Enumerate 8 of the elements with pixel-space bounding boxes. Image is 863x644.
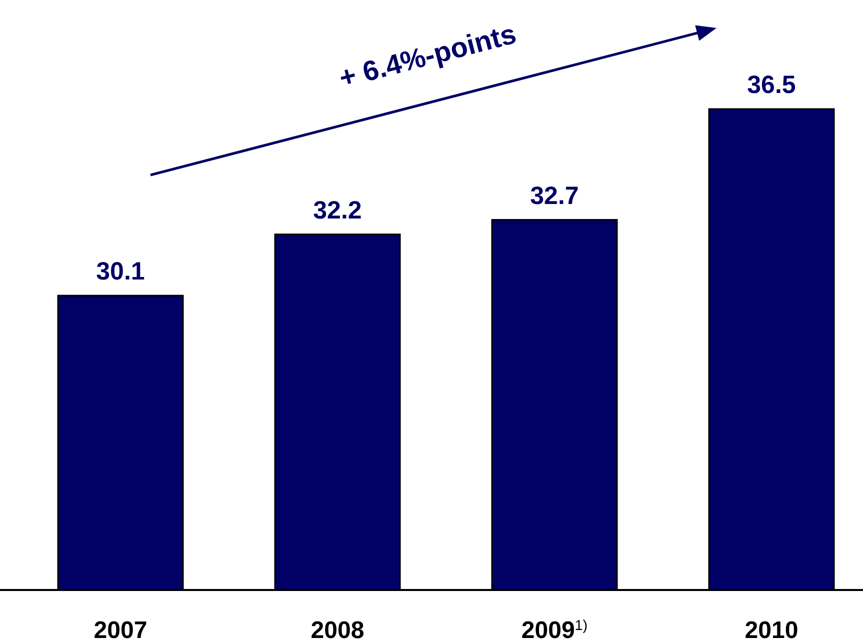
x-tick-label: 2010 <box>744 617 798 644</box>
data-label: 36.5 <box>747 71 796 99</box>
x-tick-label: 2007 <box>94 617 148 644</box>
data-label: 32.7 <box>530 182 579 210</box>
data-label: 30.1 <box>96 258 145 286</box>
data-label: 32.2 <box>313 196 362 224</box>
x-tick-label: 2008 <box>310 617 364 644</box>
x-tick-label: 2009$^{1)}$ <box>521 617 588 644</box>
